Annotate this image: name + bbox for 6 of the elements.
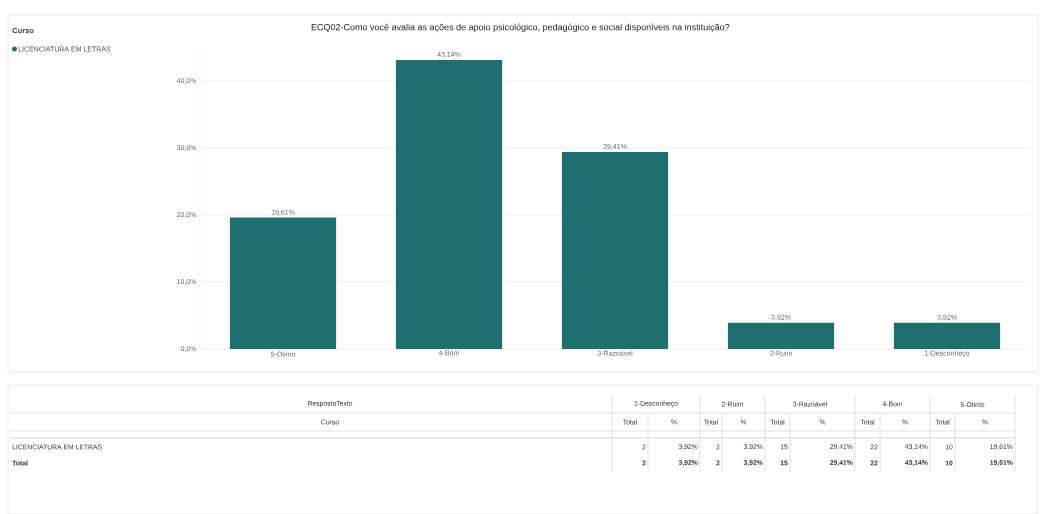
chart-title: ECQ02-Como você avalia as ações de apoio psicológico, pedagógico e social disponíveis na instituição? [311,23,730,33]
bar [229,217,337,349]
bar [561,151,669,349]
bar [727,322,835,349]
bar [893,322,1001,349]
bar [395,59,503,349]
